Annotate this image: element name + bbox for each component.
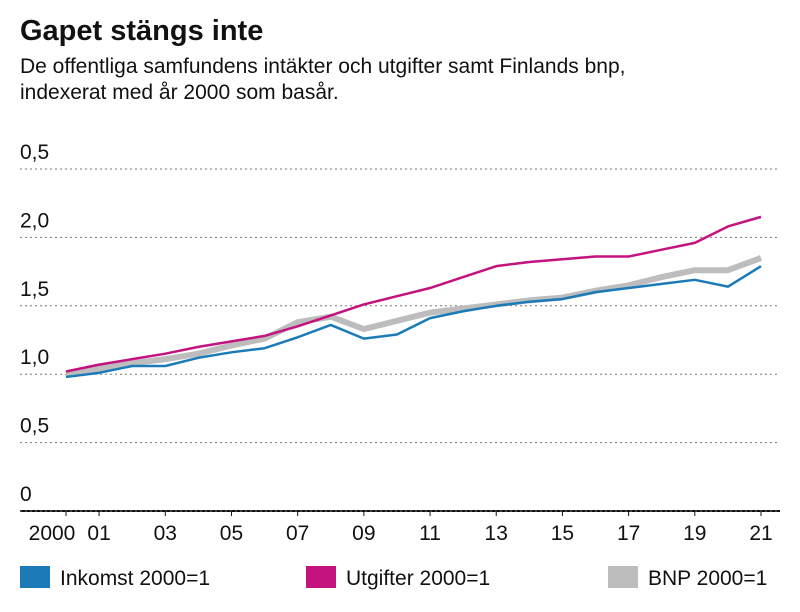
y-tick-label: 0,5 bbox=[20, 415, 49, 438]
y-tick-label: 2,0 bbox=[20, 209, 49, 232]
x-tick-label: 19 bbox=[683, 522, 706, 545]
legend-swatch bbox=[306, 566, 336, 588]
x-tick-label: 03 bbox=[154, 522, 177, 545]
x-tick-label: 21 bbox=[749, 522, 772, 545]
x-tick-label: 01 bbox=[87, 522, 110, 545]
line bbox=[65, 255, 763, 378]
y-tick-label: 0 bbox=[20, 483, 32, 506]
line bbox=[65, 215, 762, 373]
legend-label: Inkomst 2000=1 bbox=[60, 567, 210, 590]
y-tick-label: 0,5 bbox=[20, 141, 49, 164]
x-tick-label: 13 bbox=[485, 522, 508, 545]
y-tick-label: 1,5 bbox=[20, 278, 49, 301]
legend-label: Utgifter 2000=1 bbox=[346, 567, 490, 590]
chart-title: Gapet stängs inte bbox=[20, 15, 263, 47]
legend-swatch bbox=[20, 566, 50, 588]
x-tick-label: 11 bbox=[419, 522, 441, 545]
x-tick-label: 05 bbox=[220, 522, 243, 545]
x-tick-label: 09 bbox=[352, 522, 375, 545]
y-tick-label: 1,0 bbox=[20, 346, 49, 369]
legend-label: BNP 2000=1 bbox=[648, 567, 767, 590]
x-tick-label: 07 bbox=[286, 522, 309, 545]
x-tick-label: 2000 bbox=[29, 522, 76, 545]
chart-subtitle: De offentliga samfundens intäkter och ut… bbox=[20, 55, 625, 78]
line bbox=[65, 265, 762, 379]
legend-swatch bbox=[608, 566, 638, 588]
x-tick-label: 17 bbox=[617, 522, 640, 545]
x-tick-label: 15 bbox=[551, 522, 574, 545]
chart-subtitle: indexerat med år 2000 som basår. bbox=[20, 81, 339, 104]
